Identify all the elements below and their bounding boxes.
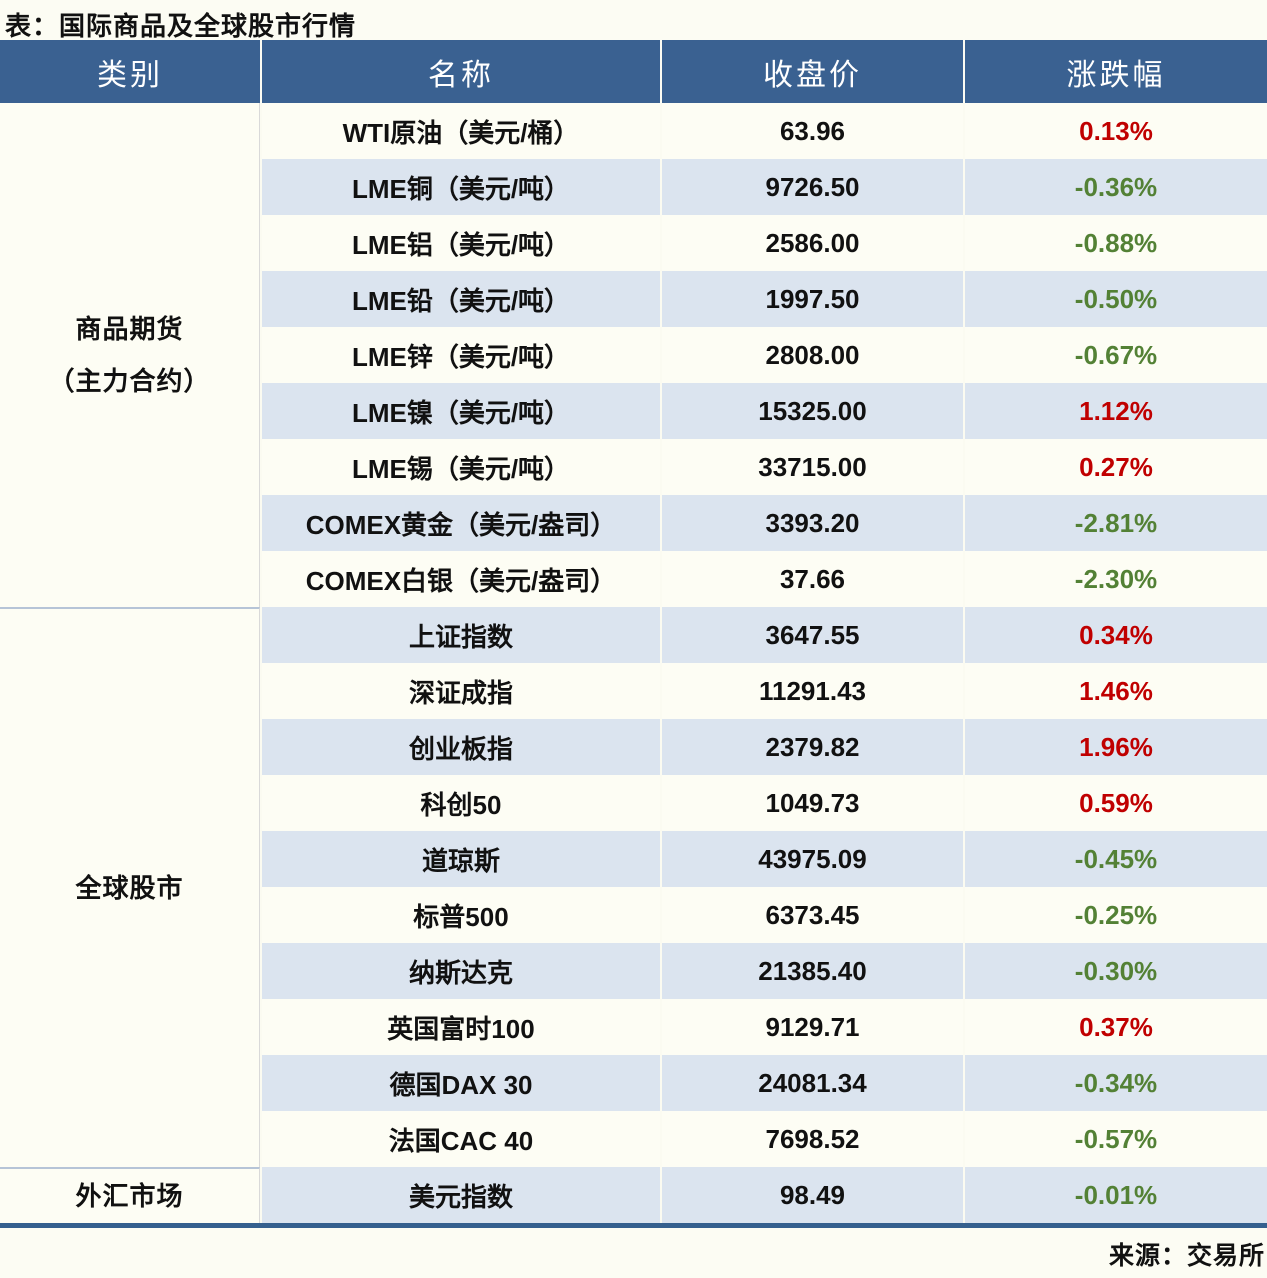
change-percent: -0.34% (963, 1055, 1267, 1111)
change-percent: -2.30% (963, 551, 1267, 607)
instrument-name: 纳斯达克 (260, 943, 660, 999)
instrument-name: 标普500 (260, 887, 660, 943)
market-quotes-table: 类别 名称 收盘价 涨跌幅 商品期货 （主力合约） WTI原油（美元/桶） 63.96… (0, 40, 1267, 1223)
close-price: 1049.73 (660, 775, 963, 831)
table-body: 商品期货 （主力合约） WTI原油（美元/桶） 63.96 0.13% LME铜（美元/吨… (0, 103, 1267, 1223)
change-percent: 0.37% (963, 999, 1267, 1055)
close-price: 1997.50 (660, 271, 963, 327)
change-percent: -0.45% (963, 831, 1267, 887)
instrument-name: COMEX黄金（美元/盎司） (260, 495, 660, 551)
category-cell: 外汇市场 (0, 1167, 260, 1223)
instrument-name: 上证指数 (260, 607, 660, 663)
close-price: 43975.09 (660, 831, 963, 887)
table-row: 创业板指 2379.82 1.96% (0, 719, 1267, 775)
table-row: 全球股市 上证指数 3647.55 0.34% (0, 607, 1267, 1167)
close-price: 11291.43 (660, 663, 963, 719)
change-percent: 0.59% (963, 775, 1267, 831)
change-percent: 0.34% (963, 607, 1267, 663)
change-percent: 1.96% (963, 719, 1267, 775)
close-price: 15325.00 (660, 383, 963, 439)
close-price: 9129.71 (660, 999, 963, 1055)
table-row: LME锌（美元/吨） 2808.00 -0.67% (0, 327, 1267, 383)
change-percent: 0.27% (963, 439, 1267, 495)
table-row: LME铅（美元/吨） 1997.50 -0.50% (0, 271, 1267, 327)
change-percent: -2.81% (963, 495, 1267, 551)
table-row: COMEX黄金（美元/盎司） 3393.20 -2.81% (0, 495, 1267, 551)
close-price: 7698.52 (660, 1111, 963, 1167)
table-row: 纳斯达克 21385.40 -0.30% (0, 943, 1267, 999)
table-row: LME铝（美元/吨） 2586.00 -0.88% (0, 215, 1267, 271)
table-row: 德国DAX 30 24081.34 -0.34% (0, 1055, 1267, 1111)
table-bottom-rule (0, 1223, 1267, 1228)
source-note: 来源：交易所 (1108, 1242, 1265, 1270)
table-row: 英国富时100 9129.71 0.37% (0, 999, 1267, 1055)
table-row: 法国CAC 40 7698.52 -0.57% (0, 1111, 1267, 1167)
change-percent: -0.25% (963, 887, 1267, 943)
table-row: 商品期货 （主力合约） WTI原油（美元/桶） 63.96 0.13% (0, 103, 1267, 607)
instrument-name: 深证成指 (260, 663, 660, 719)
change-percent: -0.67% (963, 327, 1267, 383)
table-row: COMEX白银（美元/盎司） 37.66 -2.30% (0, 551, 1267, 607)
close-price: 21385.40 (660, 943, 963, 999)
close-price: 2586.00 (660, 215, 963, 271)
column-header-name: 名称 (260, 40, 660, 103)
instrument-name: COMEX白银（美元/盎司） (260, 551, 660, 607)
close-price: 98.49 (660, 1167, 963, 1223)
instrument-name: 创业板指 (260, 719, 660, 775)
instrument-name: 道琼斯 (260, 831, 660, 887)
instrument-name: LME镍（美元/吨） (260, 383, 660, 439)
instrument-name: LME锡（美元/吨） (260, 439, 660, 495)
close-price: 24081.34 (660, 1055, 963, 1111)
change-percent: -0.30% (963, 943, 1267, 999)
category-cell: 商品期货 （主力合约） (0, 103, 260, 607)
instrument-name: 美元指数 (260, 1167, 660, 1223)
change-percent: 0.13% (963, 103, 1267, 159)
instrument-name: LME铝（美元/吨） (260, 215, 660, 271)
table-row: 深证成指 11291.43 1.46% (0, 663, 1267, 719)
column-header-close: 收盘价 (660, 40, 963, 103)
instrument-name: WTI原油（美元/桶） (260, 103, 660, 159)
change-percent: -0.01% (963, 1167, 1267, 1223)
instrument-name: 德国DAX 30 (260, 1055, 660, 1111)
change-percent: 1.46% (963, 663, 1267, 719)
instrument-name: 法国CAC 40 (260, 1111, 660, 1167)
change-percent: -0.57% (963, 1111, 1267, 1167)
table-row: 道琼斯 43975.09 -0.45% (0, 831, 1267, 887)
change-percent: -0.36% (963, 159, 1267, 215)
table-row: LME锡（美元/吨） 33715.00 0.27% (0, 439, 1267, 495)
table-row: 外汇市场 美元指数 98.49 -0.01% (0, 1167, 1267, 1223)
change-percent: -0.88% (963, 215, 1267, 271)
close-price: 33715.00 (660, 439, 963, 495)
category-cell: 全球股市 (0, 607, 260, 1167)
close-price: 2379.82 (660, 719, 963, 775)
page-title: 表：国际商品及全球股市行情 (5, 11, 357, 41)
close-price: 2808.00 (660, 327, 963, 383)
header-row: 类别 名称 收盘价 涨跌幅 (0, 40, 1267, 103)
instrument-name: 英国富时100 (260, 999, 660, 1055)
close-price: 9726.50 (660, 159, 963, 215)
table-row: LME铜（美元/吨） 9726.50 -0.36% (0, 159, 1267, 215)
close-price: 3647.55 (660, 607, 963, 663)
table-row: LME镍（美元/吨） 15325.00 1.12% (0, 383, 1267, 439)
close-price: 63.96 (660, 103, 963, 159)
close-price: 37.66 (660, 551, 963, 607)
instrument-name: LME铅（美元/吨） (260, 271, 660, 327)
change-percent: 1.12% (963, 383, 1267, 439)
close-price: 3393.20 (660, 495, 963, 551)
column-header-change: 涨跌幅 (963, 40, 1267, 103)
change-percent: -0.50% (963, 271, 1267, 327)
table-header: 类别 名称 收盘价 涨跌幅 (0, 40, 1267, 103)
instrument-name: LME铜（美元/吨） (260, 159, 660, 215)
table-row: 科创50 1049.73 0.59% (0, 775, 1267, 831)
column-header-category: 类别 (0, 40, 260, 103)
close-price: 6373.45 (660, 887, 963, 943)
instrument-name: LME锌（美元/吨） (260, 327, 660, 383)
table-row: 标普500 6373.45 -0.25% (0, 887, 1267, 943)
instrument-name: 科创50 (260, 775, 660, 831)
